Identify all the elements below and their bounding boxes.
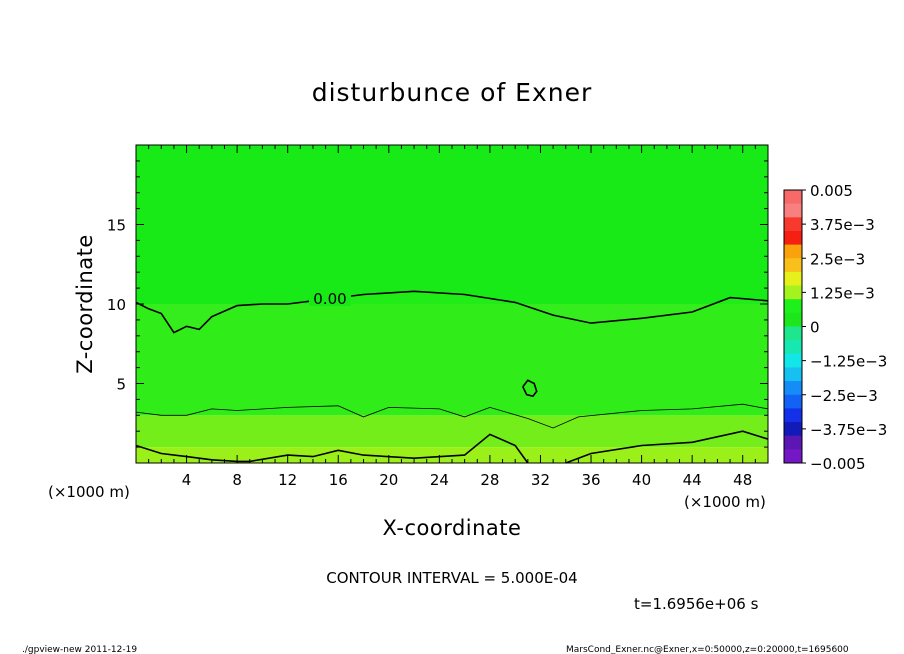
contour-fills <box>136 145 768 463</box>
x-unit-left: (×1000 m) <box>48 483 130 501</box>
colorbar-label: 2.5e−3 <box>810 250 865 268</box>
x-tick-label: 32 <box>531 471 550 489</box>
colorbar-cell <box>784 230 802 246</box>
footer-left: ./gpview-new 2011-12-19 <box>22 645 137 654</box>
y-axis-title: Z-coordinate <box>73 234 97 374</box>
x-tick-label: 28 <box>480 471 499 489</box>
colorbar-cell <box>784 285 802 300</box>
x-tick-label: 12 <box>278 471 297 489</box>
contour-lower-right <box>565 430 769 464</box>
colorbar-label: 0 <box>810 319 820 337</box>
colorbar-cell <box>784 190 802 205</box>
x-tick-label: 40 <box>632 471 651 489</box>
colorbar-cell <box>784 408 802 423</box>
y-tick-label: 10 <box>107 296 126 314</box>
colorbar-cell <box>784 217 802 232</box>
y-tick-label: 5 <box>116 376 126 394</box>
colorbar-cell <box>784 367 802 382</box>
time-stamp: t=1.6956e+06 s <box>634 595 759 613</box>
colorbar-cell <box>784 312 802 327</box>
x-tick-label: 16 <box>329 471 348 489</box>
contour-interval-note: CONTOUR INTERVAL = 5.000E-04 <box>326 569 577 587</box>
fill-band <box>136 415 768 448</box>
chart-title: disturbunce of Exner <box>312 78 593 107</box>
colorbar-cell <box>784 353 802 368</box>
x-tick-label: 48 <box>733 471 752 489</box>
colorbar-cell <box>784 203 802 218</box>
colorbar-cell <box>784 299 802 314</box>
y-tick-label: 15 <box>107 217 126 235</box>
colorbar-cell <box>784 435 802 450</box>
colorbar-label: 1.25e−3 <box>810 284 875 302</box>
fill-band-shade <box>136 291 768 416</box>
colorbar-label: −0.005 <box>810 455 866 473</box>
colorbar-cell <box>784 381 802 396</box>
colorbar-label: −2.5e−3 <box>810 387 878 405</box>
colorbar-cell <box>784 244 802 259</box>
contour-closed <box>522 379 538 398</box>
contour-label-bg <box>309 290 351 306</box>
x-unit-right: (×1000 m) <box>684 493 766 511</box>
colorbar-cell <box>784 340 802 355</box>
colorbar-cell <box>784 449 802 464</box>
contour-label: 0.00 <box>313 290 346 308</box>
colorbar-label: −3.75e−3 <box>810 421 887 439</box>
contour-lower <box>135 433 529 464</box>
colorbar: 0.005 3.75e−3 2.5e−3 1.25e−3 0 −1.25e−3 −2.5e−… <box>783 182 887 473</box>
fill-band <box>136 145 768 304</box>
x-tick-label: 8 <box>232 471 242 489</box>
colorbar-cell <box>784 271 802 287</box>
x-tick-label: 20 <box>379 471 398 489</box>
x-tick-label: 24 <box>430 471 449 489</box>
footer-right: MarsCond_Exner.nc@Exner,x=0:50000,z=0:20… <box>566 645 849 654</box>
x-tick-label: 4 <box>182 471 192 489</box>
x-tick-label: 44 <box>683 471 702 489</box>
x-tick-label: 36 <box>581 471 600 489</box>
contour-mid <box>135 403 769 429</box>
colorbar-cell <box>784 394 802 409</box>
colorbar-label: 0.005 <box>810 182 853 200</box>
colorbar-cell <box>784 326 802 341</box>
colorbar-cell <box>784 422 802 437</box>
colorbar-label: 3.75e−3 <box>810 216 875 234</box>
x-axis-title: X-coordinate <box>383 516 522 540</box>
colorbar-cell <box>784 258 802 273</box>
colorbar-label: −1.25e−3 <box>810 353 887 371</box>
